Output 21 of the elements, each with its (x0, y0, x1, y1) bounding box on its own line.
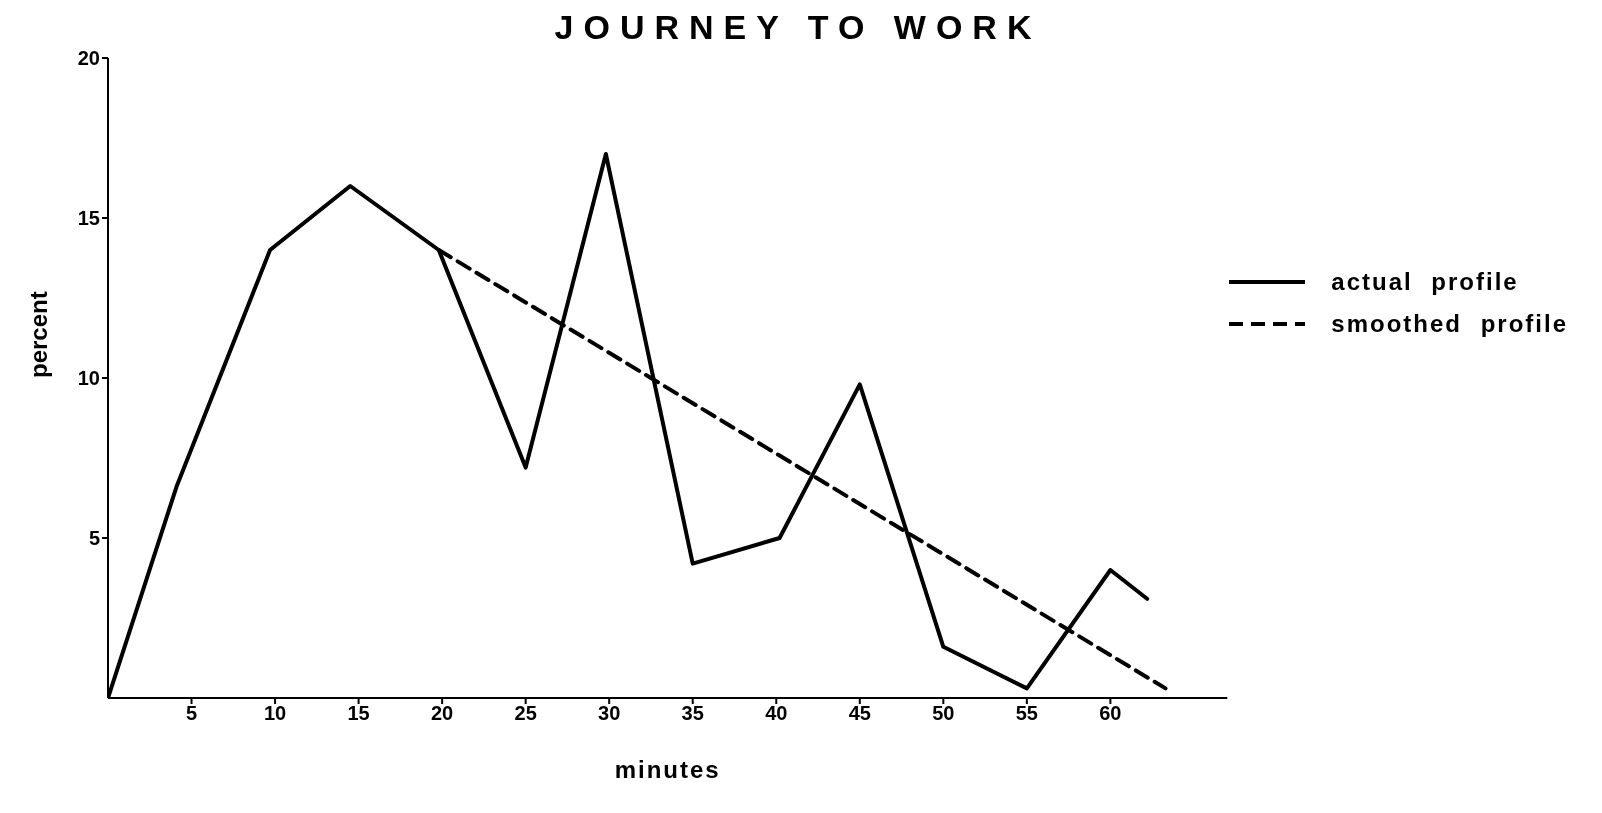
x-tick-label: 25 (514, 702, 537, 725)
x-tick-label: 30 (598, 702, 621, 725)
x-tick-label: 10 (263, 702, 287, 725)
y-tick-label: 5 (88, 527, 100, 550)
x-tick-label: 20 (431, 702, 454, 725)
x-tick-label: 45 (848, 702, 871, 725)
legend-label: actual profile (1331, 268, 1519, 296)
x-tick-label: 35 (681, 702, 704, 725)
y-tick-label: 20 (77, 47, 100, 70)
x-tick-label: 50 (932, 702, 955, 725)
x-tick-label: 55 (1015, 702, 1038, 725)
y-tick-label: 15 (77, 207, 100, 230)
x-tick-label: 60 (1099, 702, 1122, 725)
y-axis-title: percent (24, 291, 52, 378)
chart-title: JOURNEY TO WORK (553, 8, 1043, 48)
x-tick-label: 5 (185, 702, 198, 725)
y-tick-label: 10 (77, 367, 100, 390)
x-tick-label: 40 (765, 702, 788, 725)
legend-label: smoothed profile (1331, 310, 1568, 338)
x-tick-label: 15 (347, 702, 370, 725)
x-axis-title: minutes (614, 756, 721, 783)
